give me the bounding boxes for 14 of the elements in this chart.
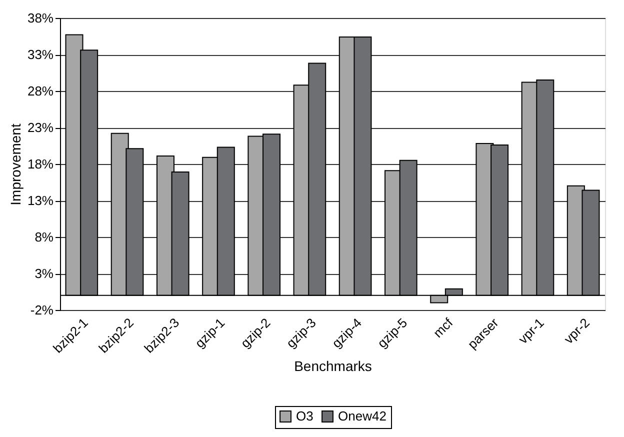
x-axis-title: Benchmarks xyxy=(294,358,372,374)
legend-label: Onew42 xyxy=(338,408,386,424)
y-tick-label: 13% xyxy=(27,193,54,208)
y-tick-label: 3% xyxy=(34,266,54,281)
y-tick-label: 28% xyxy=(27,84,54,98)
y-tick-label: -2% xyxy=(30,302,54,318)
legend-label: O3 xyxy=(296,408,314,424)
x-tick-label: mcf xyxy=(430,314,456,341)
y-tick-label: 8% xyxy=(34,230,54,244)
y-tick-label: 18% xyxy=(27,156,54,172)
y-tick-label: 23% xyxy=(27,120,54,135)
y-axis-title: Improvement xyxy=(7,124,24,206)
y-tick-label: 38% xyxy=(27,10,54,26)
y-tick-label: 33% xyxy=(27,47,54,62)
